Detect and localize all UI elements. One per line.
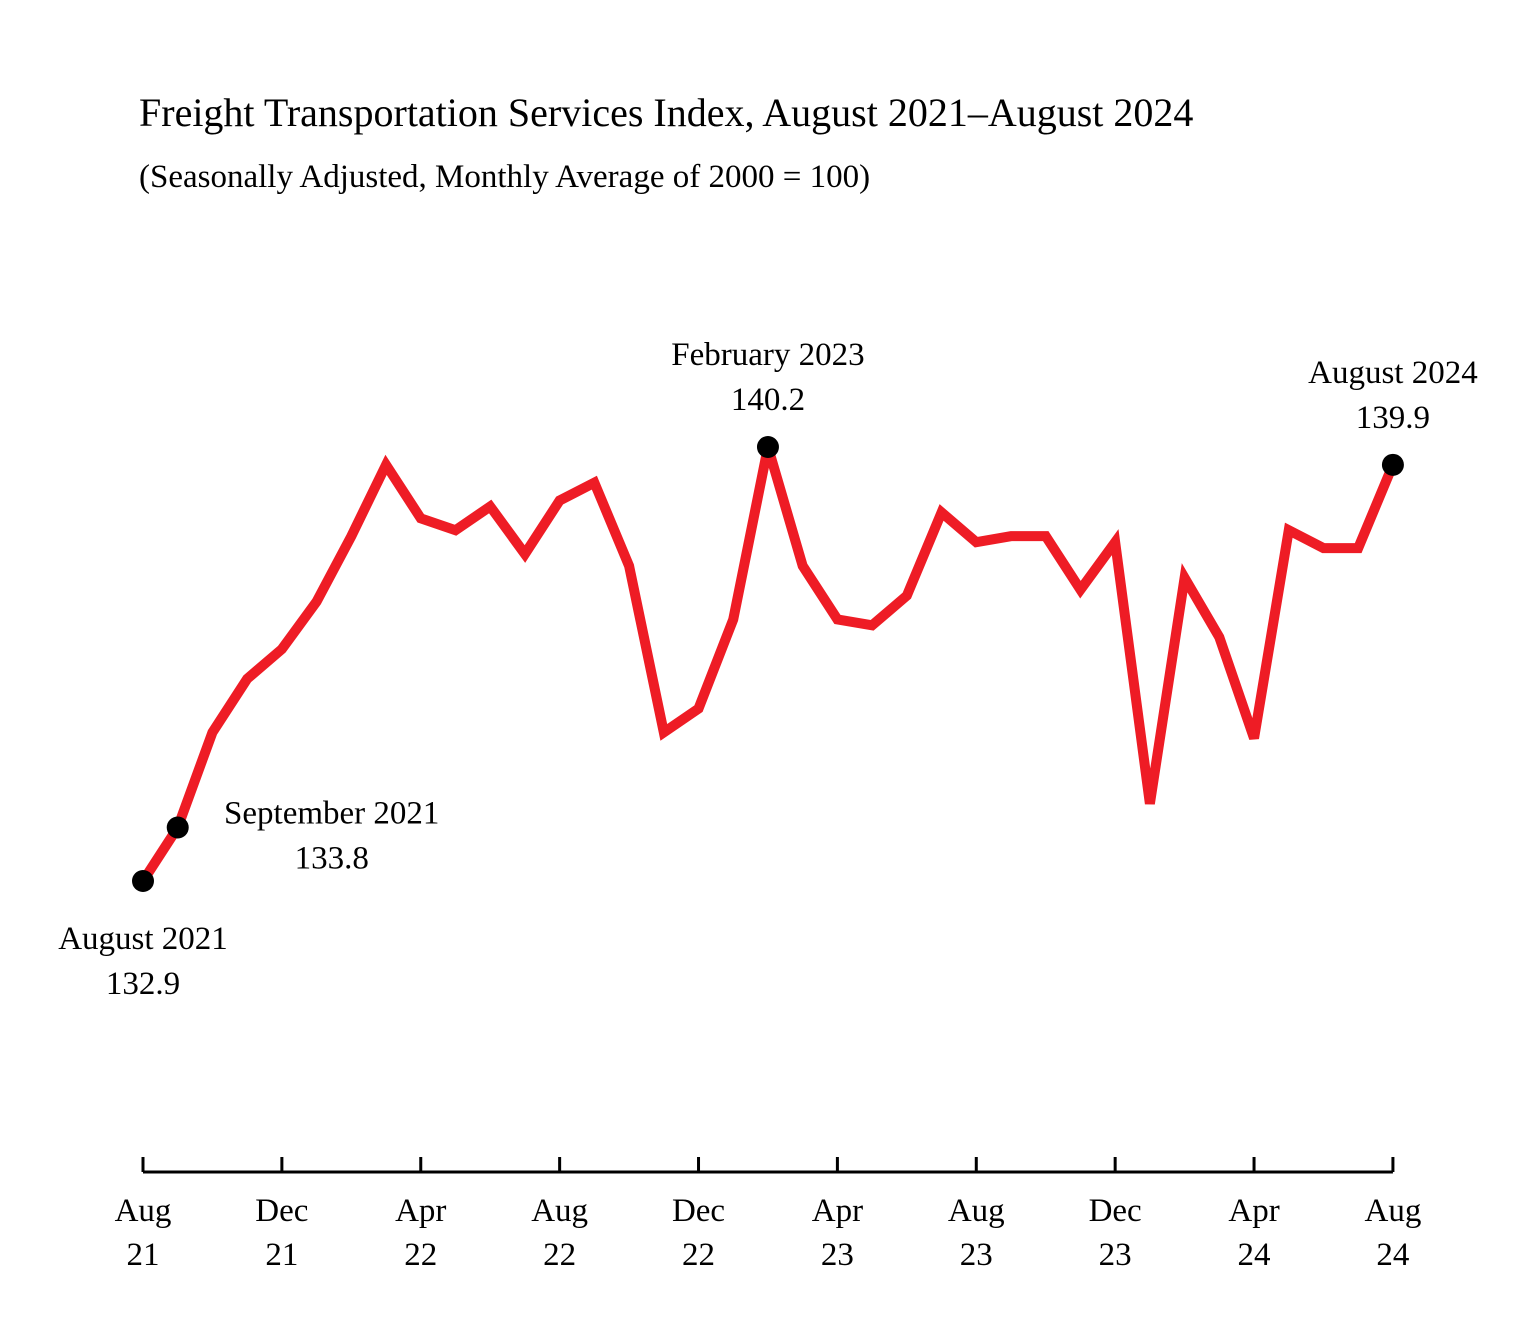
x-tick-label-year: 22	[543, 1237, 576, 1273]
x-tick-label-year: 21	[127, 1237, 160, 1273]
x-tick-label-month: Apr	[812, 1193, 863, 1229]
x-axis: Aug 21 Dec 21 Apr 22 Aug 22 Dec 22 Apr 23 Aug 23 Dec 23…	[115, 1157, 1421, 1273]
x-tick-label-year: 23	[960, 1237, 993, 1273]
x-tick-label-year: 24	[1238, 1237, 1271, 1273]
x-tick-label-month: Dec	[1089, 1193, 1142, 1229]
x-tick-label-year: 21	[265, 1237, 298, 1273]
annotated-point-marker	[756, 436, 779, 458]
x-tick-label-year: 22	[404, 1237, 437, 1273]
annotation-label: August 2021	[58, 921, 228, 957]
annotated-point-marker	[166, 816, 189, 839]
x-tick-label-year: 23	[821, 1237, 854, 1273]
x-tick-label-year: 24	[1376, 1237, 1409, 1273]
x-tick-label-month: Apr	[395, 1193, 446, 1229]
x-tick-label-year: 22	[682, 1237, 715, 1273]
x-tick-label-month: Apr	[1228, 1193, 1279, 1229]
chart-subtitle: (Seasonally Adjusted, Monthly Average of…	[139, 159, 870, 195]
annotation-label: February 2023	[671, 337, 864, 373]
annotations: August 2021 132.9 September 2021 133.8 Febru…	[58, 337, 1478, 1002]
x-tick-label-month: Aug	[531, 1193, 588, 1229]
annotation-value: 132.9	[106, 966, 180, 1002]
x-tick-label-year: 23	[1099, 1237, 1132, 1273]
annotation-value: 140.2	[731, 382, 805, 418]
annotation-value: 139.9	[1356, 400, 1430, 436]
x-tick-label-month: Dec	[672, 1193, 725, 1229]
x-tick-label-month: Aug	[1364, 1193, 1421, 1229]
annotated-point-marker	[1381, 453, 1404, 476]
x-tick-label-month: Aug	[115, 1193, 172, 1229]
annotated-point-marker	[132, 869, 154, 892]
annotation-label: September 2021	[224, 795, 439, 831]
chart-title: Freight Transportation Services Index, A…	[139, 90, 1193, 135]
annotation-label: August 2024	[1308, 355, 1478, 391]
annotation-value: 133.8	[295, 840, 369, 876]
x-tick-label-month: Aug	[948, 1193, 1005, 1229]
x-tick-label-month: Dec	[255, 1193, 308, 1229]
